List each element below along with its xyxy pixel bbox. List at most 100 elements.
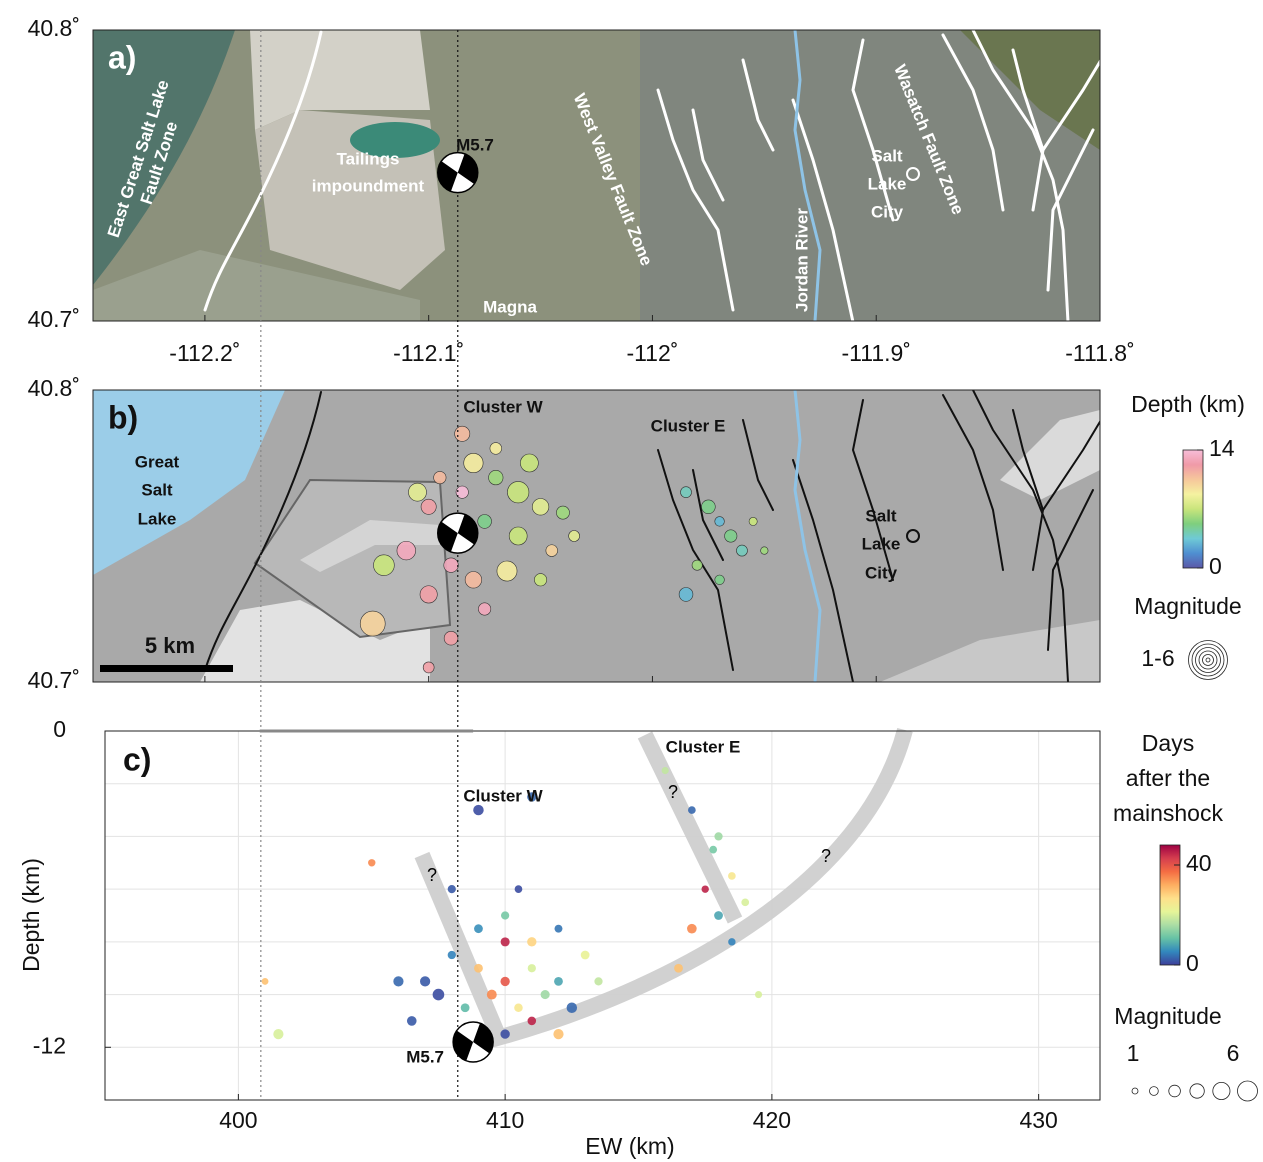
event <box>553 1029 563 1039</box>
size-legend-circle <box>1213 1082 1230 1099</box>
event <box>674 964 683 973</box>
event <box>541 990 550 999</box>
map-label: City <box>871 202 904 221</box>
event <box>532 499 549 516</box>
question-mark: ? <box>821 846 831 866</box>
event <box>554 977 563 986</box>
size-legend-label: 6 <box>1227 1040 1240 1066</box>
event <box>444 558 459 573</box>
x-tick-label: -112˚ <box>626 340 678 366</box>
map-label: Salt <box>141 480 173 499</box>
event <box>421 499 436 514</box>
event <box>679 588 693 602</box>
map-label: Lake <box>138 509 177 528</box>
map-label: City <box>865 563 898 582</box>
panel-c-background <box>105 731 1100 1100</box>
x-tick-label: 410 <box>486 1107 524 1133</box>
colorbar-tick-label: 0 <box>1209 553 1222 579</box>
event <box>474 924 483 933</box>
event <box>420 976 430 986</box>
size-legend-circle <box>1190 1084 1204 1098</box>
beachball <box>438 153 478 193</box>
event <box>273 1029 283 1039</box>
x-tick-label: -111.9˚ <box>841 340 910 366</box>
x-tick-label: 400 <box>219 1107 257 1133</box>
size-legend-title: Magnitude <box>1114 1003 1221 1029</box>
y-axis-label: Depth (km) <box>18 858 44 972</box>
x-tick-label: -112.1˚ <box>393 340 464 366</box>
event <box>448 951 456 959</box>
colorbar-title: Depth (km) <box>1131 391 1245 417</box>
event <box>528 964 536 972</box>
panel-b-map <box>93 390 1193 682</box>
map-label: impoundment <box>312 176 425 195</box>
beachball <box>438 513 478 553</box>
map-label: Great <box>135 452 180 471</box>
event <box>489 470 504 485</box>
event <box>407 1016 417 1026</box>
event <box>728 872 736 880</box>
y-tick-label: 40.8˚ <box>28 375 80 401</box>
x-tick-label: -112.2˚ <box>169 340 240 366</box>
scale-bar <box>100 665 233 672</box>
event <box>702 885 709 892</box>
event <box>569 531 580 542</box>
event <box>490 443 502 455</box>
event <box>262 978 269 985</box>
event <box>478 603 490 615</box>
cluster-label: Cluster E <box>651 416 726 435</box>
event <box>687 924 697 934</box>
cluster-label: Cluster E <box>666 737 741 756</box>
panel-a-map <box>93 30 1193 322</box>
size-legend-circle <box>1150 1087 1159 1096</box>
event <box>444 631 458 645</box>
event <box>725 530 737 542</box>
event <box>465 572 482 589</box>
event <box>662 767 669 774</box>
x-tick-label: 420 <box>753 1107 791 1133</box>
x-axis-label: EW (km) <box>585 1133 674 1159</box>
map-label: Lake <box>862 534 901 553</box>
event <box>507 481 529 503</box>
colorbar-title: mainshock <box>1113 800 1223 826</box>
event <box>434 471 446 483</box>
cluster-label: Cluster W <box>463 786 543 805</box>
size-legend-label: 1-6 <box>1141 645 1174 671</box>
event <box>509 527 527 545</box>
event <box>688 806 696 814</box>
colorbar-tick-label: 40 <box>1186 850 1212 876</box>
event <box>455 426 470 441</box>
size-legend-title: Magnitude <box>1134 593 1241 619</box>
event <box>555 925 563 933</box>
event <box>474 964 483 973</box>
size-legend-circle <box>1203 655 1214 666</box>
figure: a) East Great Salt Lake Fault Zone Taili… <box>0 0 1263 1162</box>
event <box>692 560 702 570</box>
event <box>709 846 717 854</box>
colorbar-tick-label: 14 <box>1209 435 1235 461</box>
event <box>581 951 590 960</box>
event <box>749 517 757 525</box>
event <box>761 547 769 555</box>
y-tick-label: -12 <box>33 1032 66 1058</box>
event <box>487 990 497 1000</box>
event <box>397 541 416 560</box>
event <box>473 805 483 815</box>
event <box>448 885 456 893</box>
size-legend-circle <box>1199 651 1217 669</box>
event <box>594 977 602 985</box>
event <box>368 859 375 866</box>
size-legend-circle <box>1238 1081 1258 1101</box>
event <box>408 483 426 501</box>
event <box>715 517 725 527</box>
size-legend-label: 1 <box>1127 1040 1140 1066</box>
event <box>500 977 509 986</box>
event <box>433 989 445 1001</box>
event <box>515 885 523 893</box>
event <box>528 1017 537 1026</box>
event <box>374 555 395 576</box>
x-tick-label: 430 <box>1019 1107 1057 1133</box>
event <box>556 506 569 519</box>
event <box>393 976 403 986</box>
map-label: Salt <box>865 506 897 525</box>
